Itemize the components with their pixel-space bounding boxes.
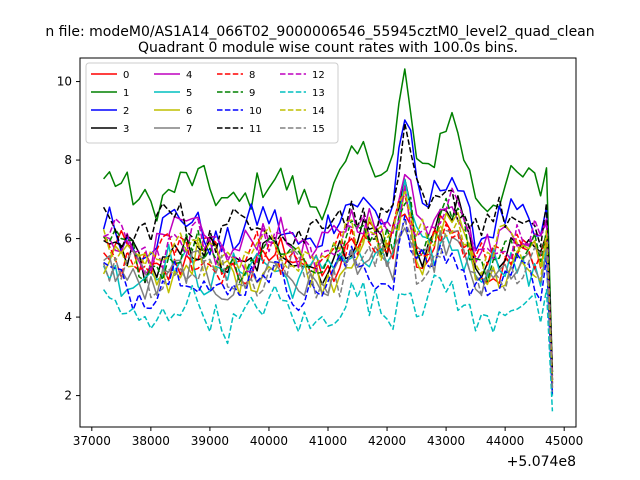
x-tick-label: 43000	[427, 434, 465, 448]
x-tick-label: 37000	[73, 434, 111, 448]
y-tick-label: 6	[64, 232, 72, 246]
x-tick-label: 41000	[309, 434, 347, 448]
x-tick-label: 44000	[486, 434, 524, 448]
series-layer	[102, 68, 554, 412]
legend-label: 3	[123, 124, 129, 135]
x-tick-label: 42000	[368, 434, 406, 448]
series-line-11	[102, 122, 554, 373]
legend-label: 8	[249, 70, 255, 81]
legend-label: 7	[186, 124, 192, 135]
legend-label: 6	[186, 106, 192, 117]
legend-frame	[85, 62, 339, 144]
legend-label: 1	[123, 88, 129, 99]
legend-label: 12	[312, 70, 325, 81]
series-line-7	[103, 227, 554, 388]
y-tick-label: 8	[64, 153, 72, 167]
x-tick-label: 38000	[132, 434, 170, 448]
chart-title: Quadrant 0 module wise count rates with …	[138, 40, 518, 56]
x-tick-label: 40000	[250, 434, 288, 448]
legend-label: 5	[186, 88, 192, 99]
legend-label: 14	[312, 106, 325, 117]
y-tick-label: 10	[57, 75, 72, 89]
y-tick-label: 2	[64, 389, 72, 403]
series-line-8	[102, 195, 554, 384]
series-line-2	[102, 119, 554, 384]
series-line-1	[103, 68, 554, 373]
series-line-10	[103, 215, 554, 396]
y-tick-label: 4	[64, 310, 72, 324]
legend-label: 10	[249, 106, 262, 117]
figure-suptitle: n file: modeM0/AS1A14_066T02_9000006546_…	[45, 24, 594, 40]
series-line-3	[103, 178, 554, 380]
legend-label: 0	[123, 70, 129, 81]
legend-label: 4	[186, 70, 192, 81]
series-line-13	[102, 274, 554, 412]
x-offset-label: +5.074e8	[507, 454, 576, 470]
series-line-12	[103, 185, 554, 380]
legend-label: 13	[312, 88, 325, 99]
x-tick-label: 45000	[545, 434, 583, 448]
series-line-14	[102, 190, 554, 384]
legend-label: 11	[249, 124, 262, 135]
legend-label: 9	[249, 88, 255, 99]
y-axis: 2 4 6 8 10	[57, 75, 80, 403]
legend-label: 2	[123, 106, 129, 117]
x-axis: 37000 38000 39000 40000 41000 42000 43000 44000…	[73, 427, 583, 448]
x-tick-label: 39000	[191, 434, 229, 448]
series-line-15	[102, 220, 554, 392]
legend-label: 15	[312, 124, 325, 135]
